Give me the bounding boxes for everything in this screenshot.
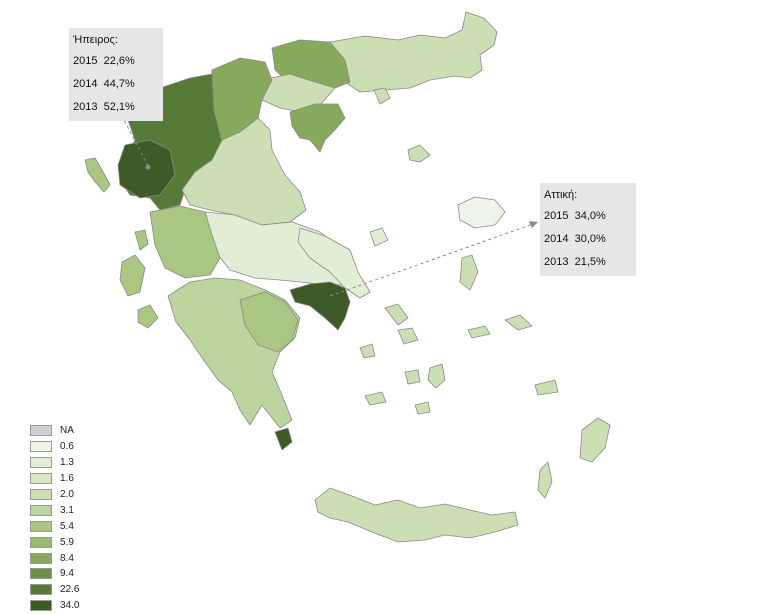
- callout-title: Αττική:: [544, 189, 578, 201]
- legend-item: 22.6: [30, 582, 79, 598]
- region-thrace: [329, 11, 498, 93]
- legend-swatch: [30, 536, 52, 548]
- legend-swatch: [30, 552, 52, 564]
- legend-label: 5.9: [60, 536, 74, 548]
- callout-value: 30,0%: [574, 233, 606, 245]
- legend-label: 0.6: [60, 441, 74, 453]
- callout-value: 21,5%: [574, 256, 606, 268]
- island-andros: [384, 303, 409, 326]
- legend-label: 3.1: [60, 504, 74, 516]
- island-thasos: [373, 87, 391, 105]
- island-skyros: [369, 227, 389, 247]
- legend-swatch: [30, 504, 52, 516]
- callout-year: 2015: [544, 210, 569, 222]
- legend-swatch: [30, 600, 52, 612]
- island-rhodes: [579, 417, 611, 463]
- legend-item: NA: [30, 423, 79, 439]
- callout-row: 2013 52,1%: [73, 96, 157, 119]
- legend-label: 1.3: [60, 457, 74, 469]
- legend-swatch: [30, 568, 52, 580]
- callout-year: 2014: [544, 233, 569, 245]
- island-lefkada: [134, 229, 149, 251]
- island-paros: [404, 369, 421, 385]
- island-kos: [534, 379, 559, 396]
- attica-leader-line: [329, 223, 534, 297]
- callout-row: 2015 22,6%: [73, 50, 157, 73]
- island-mykonos: [397, 327, 419, 345]
- callout-year: 2015: [73, 55, 98, 67]
- legend-item: 5.9: [30, 534, 79, 550]
- callout-value: 34,0%: [574, 210, 606, 222]
- legend-swatch: [30, 584, 52, 596]
- callout-row: 2015 34,0%: [544, 205, 630, 228]
- attica-leader-arrow: [529, 221, 538, 228]
- island-evia: [297, 227, 371, 299]
- island-kea: [359, 343, 376, 359]
- island-ikaria: [467, 325, 491, 339]
- callout-title: Ήπειρος:: [73, 34, 118, 46]
- island-samos: [504, 314, 533, 331]
- island-karpathos: [537, 461, 553, 499]
- callout-epirus: Ήπειρος: 2015 22,6% 2014 44,7% 2013 52,1…: [69, 28, 163, 121]
- epirus-marker: [145, 164, 151, 170]
- legend-item: 2.0: [30, 487, 79, 503]
- callout-year: 2013: [73, 101, 98, 113]
- callout-row: 2014 44,7%: [73, 73, 157, 96]
- legend-item: 1.6: [30, 471, 79, 487]
- legend-label: NA: [60, 425, 74, 437]
- legend-label: 8.4: [60, 552, 74, 564]
- legend-item: 5.4: [30, 518, 79, 534]
- legend-label: 22.6: [60, 584, 80, 596]
- legend-swatch: [30, 425, 52, 437]
- legend-label: 34.0: [60, 600, 80, 612]
- legend-label: 2.0: [60, 489, 74, 500]
- callout-row: 2014 30,0%: [544, 228, 630, 251]
- island-kythira: [274, 427, 293, 451]
- region-west-greece-north: [149, 205, 221, 279]
- callout-row: 2013 21,5%: [544, 251, 630, 274]
- callout-value: 22,6%: [103, 55, 135, 67]
- callout-year: 2013: [544, 256, 569, 268]
- legend-item: 0.6: [30, 439, 79, 455]
- island-santorini: [414, 401, 431, 415]
- callout-value: 52,1%: [103, 101, 135, 113]
- island-zakynthos: [137, 304, 159, 329]
- island-milos: [364, 391, 387, 406]
- legend-item: 3.1: [30, 502, 79, 518]
- island-chios: [459, 254, 479, 291]
- legend-swatch: [30, 457, 52, 469]
- island-naxos: [427, 363, 446, 389]
- island-kefalonia: [119, 254, 146, 297]
- region-attica: [289, 281, 351, 331]
- island-lemnos: [407, 144, 431, 163]
- legend-label: 1.6: [60, 473, 74, 485]
- legend-item: 1.3: [30, 455, 79, 471]
- legend-item: 9.4: [30, 566, 79, 582]
- map-legend: NA 0.6 1.3 1.6 2.0 3.1 5.4 5.9 8.4 9.4 22.6 34.0: [30, 423, 79, 614]
- region-chalkidiki: [289, 103, 346, 153]
- legend-swatch: [30, 441, 52, 453]
- region-peloponnese-east: [239, 291, 299, 353]
- legend-swatch: [30, 489, 52, 500]
- island-lesvos: [457, 196, 506, 229]
- legend-item: 34.0: [30, 598, 79, 614]
- callout-value: 44,7%: [103, 78, 135, 90]
- legend-label: 9.4: [60, 568, 74, 580]
- legend-label: 5.4: [60, 520, 74, 532]
- callout-attica: Αττική: 2015 34,0% 2014 30,0% 2013 21,5%: [540, 183, 636, 276]
- legend-swatch: [30, 520, 52, 532]
- island-crete: [314, 487, 519, 543]
- callout-year: 2014: [73, 78, 98, 90]
- island-corfu: [84, 157, 111, 193]
- legend-item: 8.4: [30, 550, 79, 566]
- legend-swatch: [30, 473, 52, 485]
